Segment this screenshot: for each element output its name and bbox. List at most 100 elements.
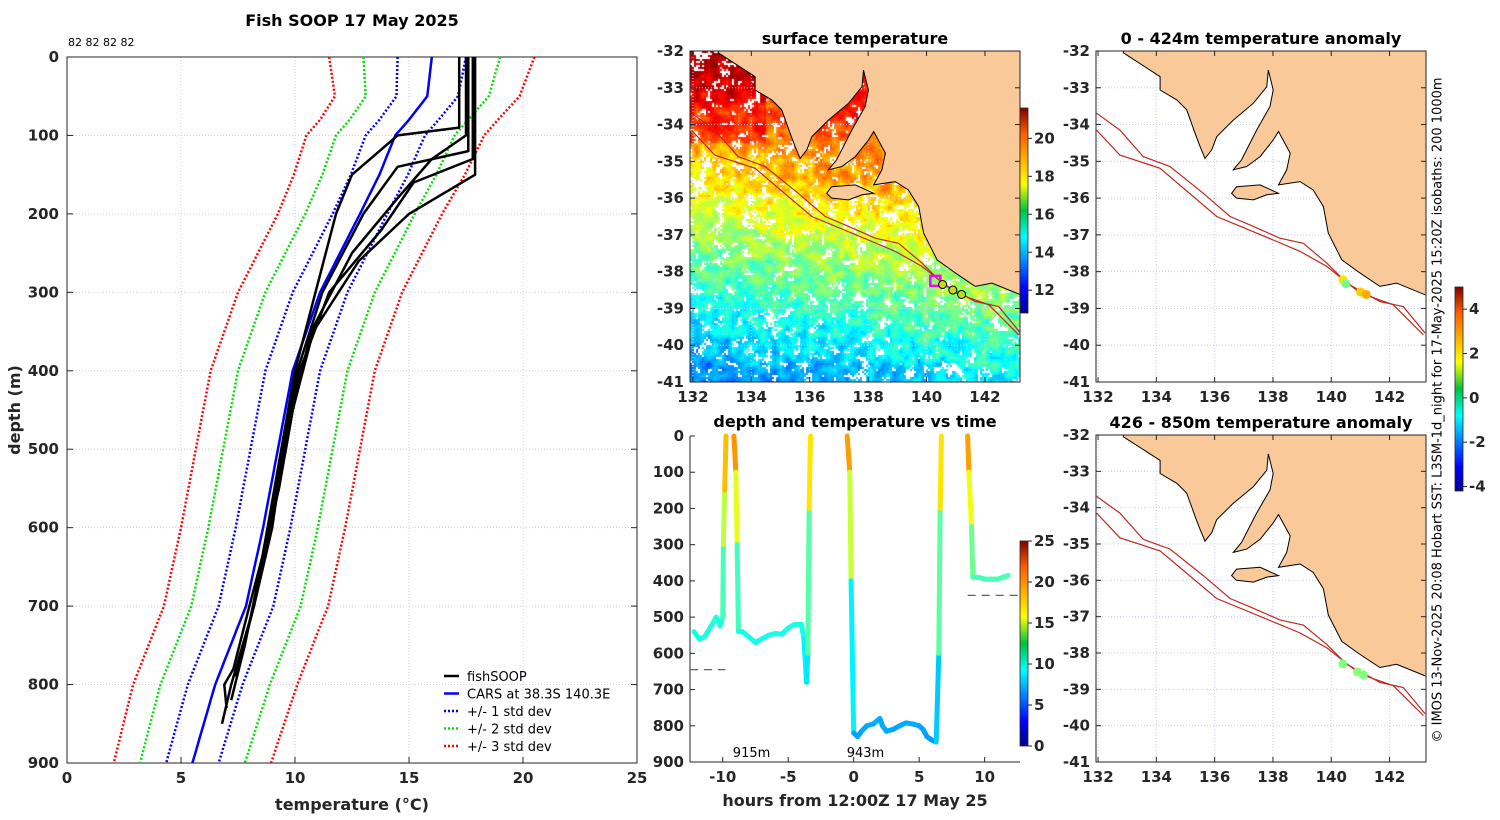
x-axis-label: temperature (°C) (275, 795, 429, 814)
depth-track-segment (731, 433, 739, 475)
landmass-kangaroo-island (826, 184, 876, 201)
track-point-marker (948, 285, 958, 295)
legend-label: +/- 2 std dev (467, 723, 552, 738)
y-tick-label: 400 (653, 572, 684, 590)
credit-text: © IMOS 13-Nov-2025 20:08 Hobart SST: L3S… (1431, 77, 1446, 742)
anomaly-map-shallow: 132 134 136 138 140 142 -32 -33 -34 -35 -36 -37 -38 -… (1063, 29, 1486, 496)
landmass-mainland (1122, 435, 1426, 677)
longitude-tick-label: 134 (736, 388, 767, 406)
depth-track-segment (720, 542, 726, 620)
isobath-1000m-line (691, 129, 1020, 336)
landmass-mainland (1122, 51, 1426, 296)
isobath-1000m-line (1096, 512, 1424, 716)
colorbar-tick-label: 5 (1034, 696, 1044, 714)
y-tick-label: 600 (28, 519, 59, 537)
longitude-tick-label: 136 (794, 388, 825, 406)
anomaly-point (1341, 279, 1351, 289)
longitude-tick-label: 132 (1082, 388, 1113, 406)
depth-track-segment (804, 650, 811, 685)
x-tick-label: 0 (62, 769, 72, 787)
depth-track-segment (969, 524, 976, 580)
depth-track-segment (937, 433, 944, 511)
latitude-tick-label: -34 (1063, 499, 1090, 517)
latitude-tick-label: -38 (1063, 644, 1090, 662)
map-frame (1095, 434, 1427, 763)
longitude-tick-label: 140 (1316, 388, 1347, 406)
colorbar-tick-label: 14 (1034, 243, 1055, 261)
fishsoop-profile-line (223, 57, 475, 709)
colorbar-tick-label: 0 (1469, 389, 1479, 407)
longitude-tick-label: 132 (677, 388, 708, 406)
std-dev-3-lower-line (112, 56, 337, 764)
y-tick-label: 500 (28, 440, 59, 458)
y-tick-label: 800 (653, 717, 684, 735)
landmass-kangaroo-island (1230, 566, 1281, 583)
depth-track-segment (933, 650, 942, 745)
map-title: surface temperature (762, 29, 949, 48)
latitude-tick-label: -40 (1063, 717, 1090, 735)
profile-plot: 0 5 10 15 20 25 0 100 200 300 400 500 600 700 800 900 Fi… (5, 11, 647, 814)
longitude-tick-label: 140 (1316, 768, 1347, 786)
legend-label: +/- 1 std dev (467, 705, 552, 720)
profile-count-label: 82 82 82 82 (68, 36, 134, 49)
x-tick-label: 20 (513, 769, 534, 787)
x-tick-label: 15 (399, 769, 420, 787)
plot-title: depth and temperature vs time (713, 412, 996, 431)
map-frame (1095, 50, 1427, 383)
longitude-tick-label: 138 (1257, 768, 1288, 786)
latitude-tick-label: -36 (1063, 189, 1090, 207)
x-tick-label: 5 (914, 768, 924, 786)
y-tick-label: 700 (28, 597, 59, 615)
latitude-tick-label: -38 (657, 263, 684, 281)
y-tick-label: 0 (49, 48, 59, 66)
anomaly-point (1361, 289, 1371, 299)
y-tick-label: 0 (674, 427, 684, 445)
plot-title: Fish SOOP 17 May 2025 (245, 11, 459, 30)
latitude-tick-label: -34 (1063, 116, 1090, 134)
longitude-tick-label: 142 (1374, 768, 1405, 786)
fishsoop-profile-line (234, 57, 468, 678)
longitude-tick-label: 132 (1082, 768, 1113, 786)
y-tick-label: 700 (653, 681, 684, 699)
colorbar (1019, 540, 1029, 747)
latitude-tick-label: -35 (1063, 152, 1090, 170)
y-tick-label: 500 (653, 608, 684, 626)
latitude-tick-label: -39 (1063, 299, 1090, 317)
depth-track-segment (734, 542, 741, 635)
latitude-tick-label: -37 (657, 226, 684, 244)
latitude-tick-label: -33 (1063, 462, 1090, 480)
colorbar-tick-label: 15 (1034, 614, 1055, 632)
x-tick-label: 10 (974, 768, 995, 786)
y-tick-label: 200 (28, 205, 59, 223)
map-content (1096, 51, 1426, 382)
longitude-tick-label: 134 (1141, 768, 1172, 786)
depth-track-segment (722, 433, 729, 493)
x-tick-label: 10 (285, 769, 306, 787)
latitude-tick-label: -35 (1063, 535, 1090, 553)
colorbar-tick-label: -4 (1469, 478, 1486, 496)
std-dev-1-lower-line (164, 56, 399, 764)
colorbar-tick-label: 0 (1034, 737, 1044, 755)
max-depth-annotation: 915m (733, 746, 770, 761)
latitude-tick-label: -39 (657, 299, 684, 317)
depth-track-segment (1000, 572, 1011, 580)
y-tick-label: 800 (28, 676, 59, 694)
latitude-tick-label: -34 (657, 116, 684, 134)
colorbar-tick-label: 25 (1034, 532, 1055, 550)
longitude-tick-label: 142 (1374, 388, 1405, 406)
colorbar-tick-label: 2 (1469, 345, 1479, 363)
x-tick-label: 5 (176, 769, 186, 787)
legend-label: fishSOOP (467, 670, 527, 685)
longitude-tick-label: 142 (969, 388, 1000, 406)
max-depth-annotation: 943m (847, 746, 884, 761)
landmass-kangaroo-island (1230, 184, 1281, 201)
depth-track-segment (966, 469, 975, 530)
map-title: 426 - 850m temperature anomaly (1110, 413, 1413, 432)
colorbar-tick-label: 20 (1034, 129, 1055, 147)
latitude-tick-label: -37 (1063, 608, 1090, 626)
depth-track-segment (848, 578, 857, 736)
track-point-marker (957, 289, 967, 299)
legend-label: CARS at 38.3S 140.3E (467, 688, 610, 703)
colorbar-tick-label: 18 (1034, 167, 1055, 185)
